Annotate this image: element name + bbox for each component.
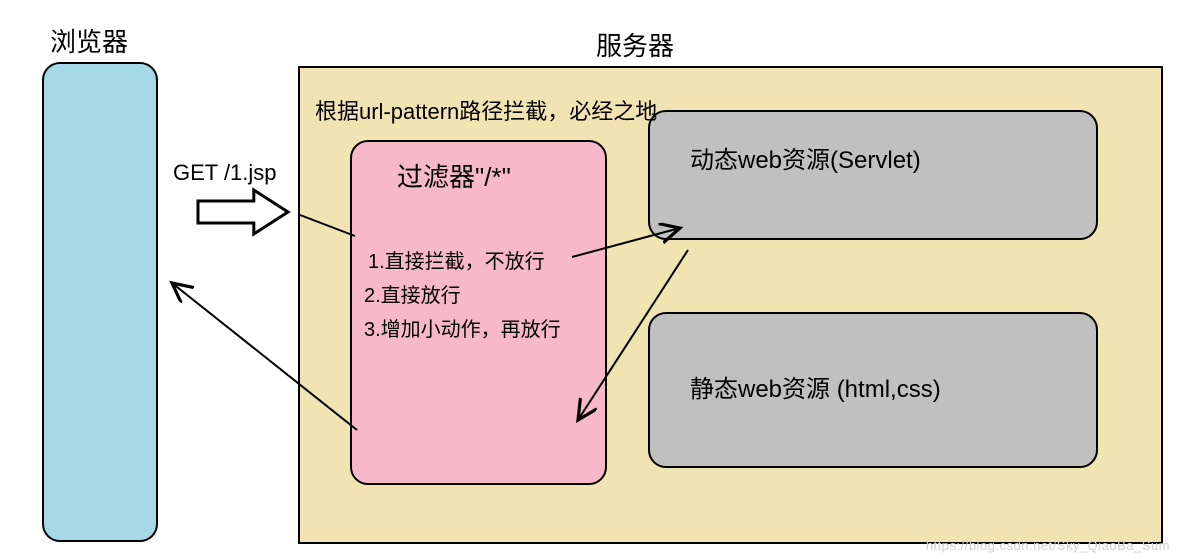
dynamic-resource-box: 动态web资源(Servlet) (648, 110, 1098, 240)
url-pattern-note: 根据url-pattern路径拦截，必经之地 (315, 94, 657, 126)
watermark: https://blog.csdn.net/Sky_QiaoBa_Sum (926, 538, 1170, 553)
dynamic-resource-title: 动态web资源(Servlet) (690, 140, 921, 175)
request-label: GET /1.jsp (173, 160, 277, 186)
request-arrow-icon (198, 190, 288, 234)
browser-box (42, 62, 158, 542)
static-resource-box: 静态web资源 (html,css) (648, 312, 1098, 468)
browser-title: 浏览器 (50, 22, 128, 59)
static-resource-title: 静态web资源 (html,css) (690, 369, 941, 404)
server-title: 服务器 (596, 26, 674, 63)
